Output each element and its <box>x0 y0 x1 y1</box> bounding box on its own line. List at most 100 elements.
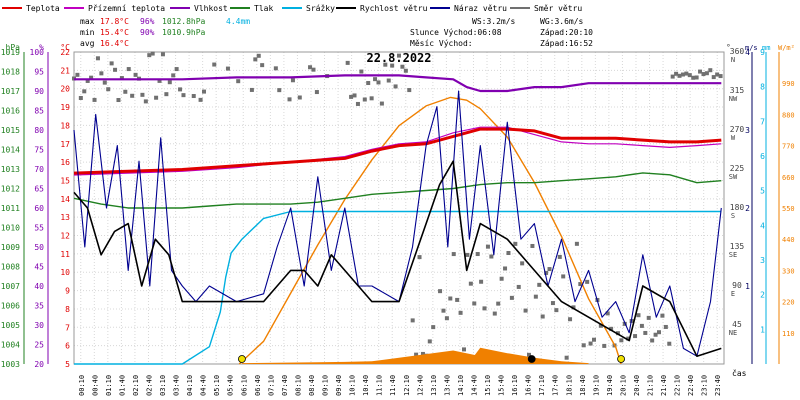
solar-axis-tick: 550 <box>782 205 795 213</box>
humidity-axis-tick: 55 <box>34 224 44 233</box>
wind-dir-point <box>571 305 576 310</box>
wind-dir-point <box>667 341 672 346</box>
wind-dir-point <box>359 69 364 74</box>
wind-dir-point <box>698 69 703 74</box>
humidity-axis-tick: 65 <box>34 185 44 194</box>
x-tick-label: 10:10 <box>349 375 357 396</box>
wind-dir-point <box>516 284 521 289</box>
wind-dir-point <box>708 68 713 73</box>
wind-dir-point <box>684 71 689 76</box>
wind-dir-point <box>691 75 696 80</box>
humidity-axis-tick: 30 <box>34 321 44 330</box>
pressure-axis-tick: 1007 <box>1 282 20 291</box>
wind-dir-point <box>403 68 408 73</box>
x-tick-label: 14:10 <box>457 375 465 396</box>
temperature-axis-tick: 13 <box>60 213 70 222</box>
wind-axis-tick: 1 <box>745 282 750 291</box>
wind-dir-point <box>574 241 579 246</box>
x-tick-label: 13:40 <box>443 375 451 396</box>
legend-label: Přízemní teplota <box>88 4 165 13</box>
rain-intensity-area <box>241 347 589 364</box>
wind-dir-point <box>639 323 644 328</box>
wind-dir-point <box>492 311 497 316</box>
x-tick-label: 17:10 <box>538 375 546 396</box>
x-tick-label: 05:40 <box>227 375 235 396</box>
wind-dir-point <box>75 72 80 77</box>
wind-dir-point <box>407 88 412 93</box>
direction-axis-tick: 135 <box>730 242 745 251</box>
wind-dir-point <box>140 92 145 97</box>
wind-dir-point <box>581 343 586 348</box>
wind-dir-point <box>468 281 473 286</box>
temperature-axis-tick: 7 <box>65 323 70 332</box>
wind-dir-point <box>314 90 319 95</box>
temperature-axis-tick: 16 <box>60 158 70 167</box>
temperature-axis-tick: 6 <box>65 342 70 351</box>
sunset-marker <box>617 355 625 363</box>
pressure-axis-tick: 1014 <box>1 146 20 155</box>
x-axis-label: čas <box>732 368 747 378</box>
pressure-axis-tick: 1010 <box>1 224 20 233</box>
humidity-axis-tick: 70 <box>34 165 44 174</box>
direction-axis-label: N <box>731 56 735 64</box>
pressure-axis-tick: 1019 <box>1 48 20 57</box>
legend-label: Teplota <box>26 4 60 13</box>
wind-dir-point <box>362 97 367 102</box>
temperature-axis-tick: 9 <box>65 287 70 296</box>
solar-radiation-line <box>238 96 622 365</box>
temperature-axis-tick: 11 <box>60 250 70 259</box>
direction-axis-label: S <box>731 212 735 220</box>
wind-dir-point <box>123 89 128 94</box>
humidity-axis-tick: 35 <box>34 302 44 311</box>
sunset-text: Západ:20:10 <box>540 28 593 37</box>
solar-axis-tick: 440 <box>782 236 795 244</box>
stat-label: min <box>80 28 95 37</box>
x-tick-label: 01:40 <box>118 375 126 396</box>
wind-dir-point <box>704 71 709 76</box>
x-tick-label: 10:40 <box>362 375 370 396</box>
x-tick-label: 04:40 <box>200 375 208 396</box>
solar-axis-tick: 660 <box>782 174 795 182</box>
x-tick-label: 07:40 <box>281 375 289 396</box>
wind-dir-point <box>509 295 514 300</box>
x-tick-label: 15:10 <box>484 375 492 396</box>
wind-dir-point <box>160 52 165 57</box>
wind-dir-point <box>557 254 562 259</box>
pressure-axis-tick: 1006 <box>1 302 20 311</box>
wind-dir-point <box>95 56 100 61</box>
humidity-axis-unit: % <box>39 43 44 52</box>
wind-dir-point <box>89 75 94 80</box>
x-tick-label: 22:40 <box>687 375 695 396</box>
x-tick-label: 03:40 <box>173 375 181 396</box>
wind-dir-point <box>82 89 87 94</box>
wind-dir-point <box>609 326 614 331</box>
x-tick-label: 02:40 <box>145 375 153 396</box>
x-tick-label: 23:40 <box>714 375 722 396</box>
wind-dir-point <box>106 87 111 92</box>
solar-axis-tick: 330 <box>782 267 795 275</box>
wind-dir-point <box>677 73 682 78</box>
wind-dir-point <box>119 76 124 81</box>
wind-dir-point <box>489 254 494 259</box>
pressure-axis-tick: 1012 <box>1 185 20 194</box>
humidity-axis-tick: 25 <box>34 341 44 350</box>
wind-axis-tick: 3 <box>745 126 750 135</box>
wind-dir-point <box>568 317 573 322</box>
wind-dir-point <box>520 261 525 266</box>
wind-dir-point <box>537 282 542 287</box>
wind-dir-point <box>92 97 97 102</box>
stat-temp: 16.4°C <box>100 39 129 48</box>
wind-dir-point <box>633 334 638 339</box>
wind-dir-point <box>694 75 699 80</box>
wind-dir-point <box>588 341 593 346</box>
wind-dir-point <box>352 93 357 98</box>
x-tick-label: 19:40 <box>606 375 614 396</box>
wind-dir-point <box>171 73 176 78</box>
wind-dir-point <box>427 339 432 344</box>
x-tick-label: 19:10 <box>592 375 600 396</box>
x-tick-label: 12:10 <box>403 375 411 396</box>
temperature-line <box>73 127 722 175</box>
x-tick-label: 00:10 <box>78 375 86 396</box>
moonset-text: Západ:16:52 <box>540 39 593 48</box>
wind-dir-point <box>157 78 162 83</box>
